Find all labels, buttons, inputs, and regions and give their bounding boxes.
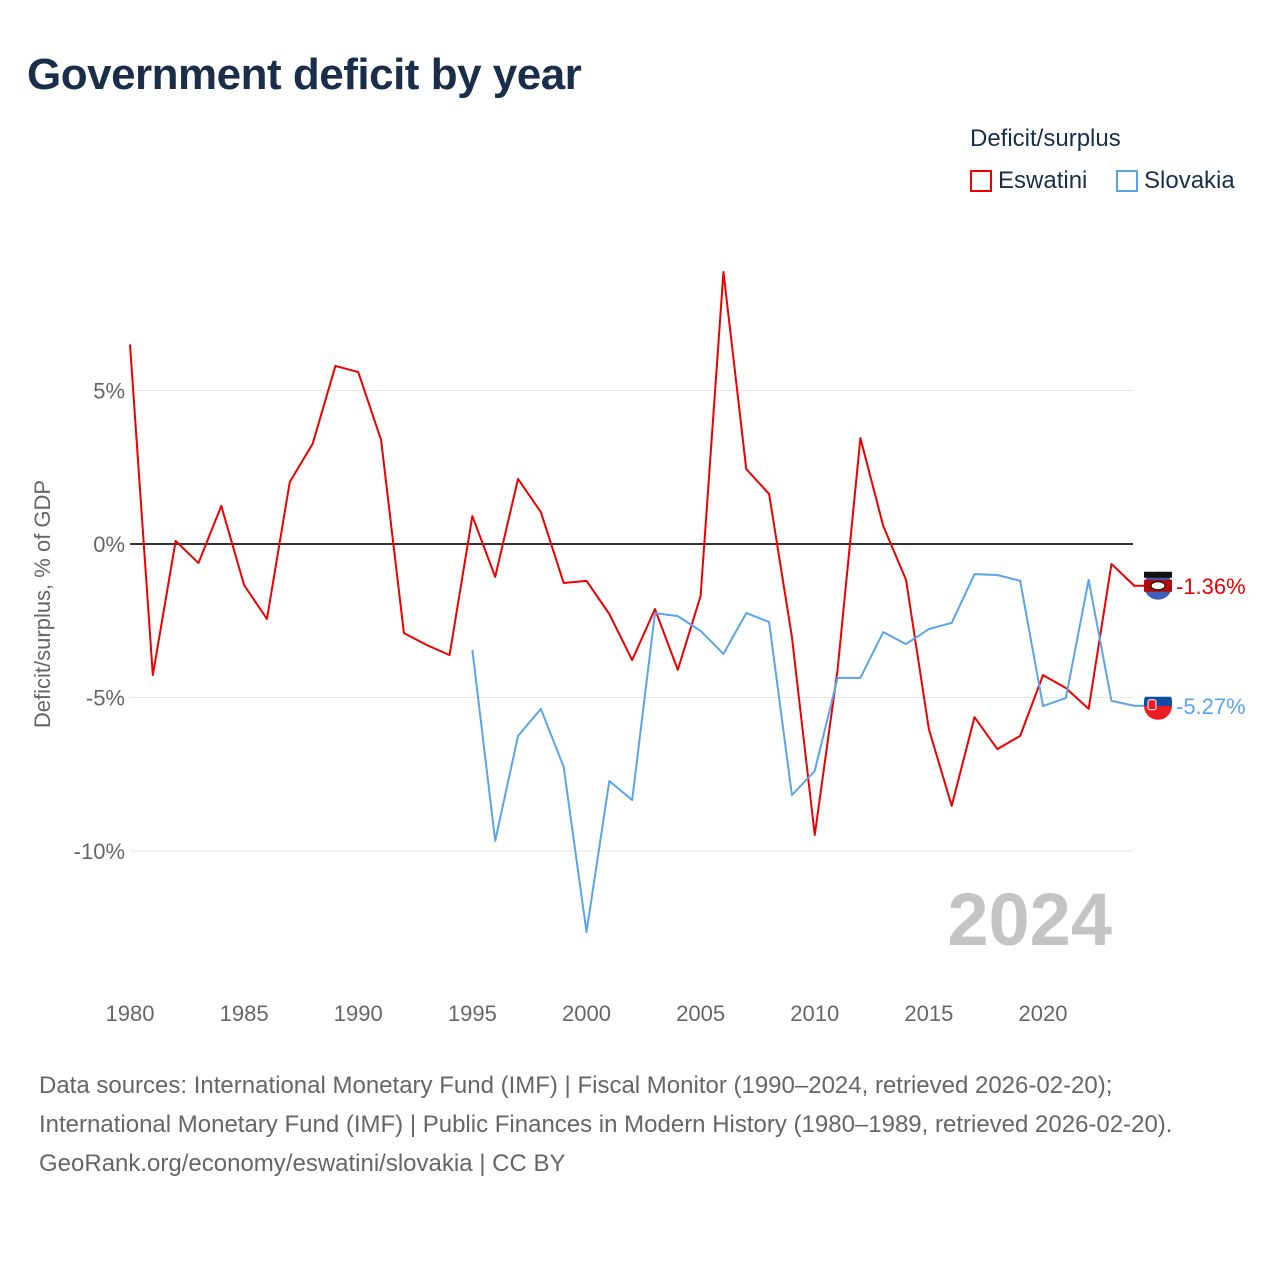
end-value-label: -5.27%: [1176, 694, 1246, 719]
flag-stripe: [1144, 686, 1172, 697]
x-tick-label: 1985: [220, 1001, 269, 1026]
data-sources: Data sources: International Monetary Fun…: [39, 1072, 1173, 1138]
legend-label: Eswatini: [998, 167, 1088, 194]
x-tick-label: 1980: [106, 1001, 155, 1026]
x-tick-label: 2000: [562, 1001, 611, 1026]
x-tick-label: 2010: [790, 1001, 839, 1026]
end-value-label: -1.36%: [1176, 574, 1246, 599]
footer: Data sources: International Monetary Fun…: [39, 1066, 1239, 1183]
y-tick-label: 5%: [93, 379, 125, 404]
x-tick-label: 1995: [448, 1001, 497, 1026]
legend-swatch: [1116, 170, 1138, 192]
y-tick-label: -10%: [74, 839, 125, 864]
year-watermark: 2024: [947, 878, 1112, 961]
line-chart: 5% 0% -5% -10% 1980 1985 1990 1995 2000 2005 2010 2…: [30, 270, 1246, 1026]
series-line-slovakia: [471, 573, 1135, 934]
credit-link[interactable]: GeoRank.org/economy/eswatini/slovakia | …: [39, 1150, 566, 1177]
legend-label: Slovakia: [1144, 167, 1235, 194]
x-tick-label: 1990: [334, 1001, 383, 1026]
legend-swatch: [970, 170, 992, 192]
x-tick-label: 2005: [676, 1001, 725, 1026]
legend-title: Deficit/surplus: [970, 125, 1121, 152]
x-tick-label: 2020: [1019, 1001, 1068, 1026]
y-tick-label: 0%: [93, 532, 125, 557]
page-title: Government deficit by year: [27, 50, 582, 99]
legend-item-eswatini[interactable]: Eswatini: [970, 167, 1087, 195]
x-tick-label: 2015: [904, 1001, 953, 1026]
y-tick-label: -5%: [86, 686, 125, 711]
legend-item-slovakia[interactable]: Slovakia: [1116, 167, 1235, 195]
y-axis-label: Deficit/surplus, % of GDP: [30, 480, 55, 728]
flag-shield: [1147, 699, 1157, 711]
series-line-eswatini: [129, 270, 1135, 837]
flag-stripe: [1144, 571, 1172, 578]
flag-shield: [1150, 581, 1166, 591]
